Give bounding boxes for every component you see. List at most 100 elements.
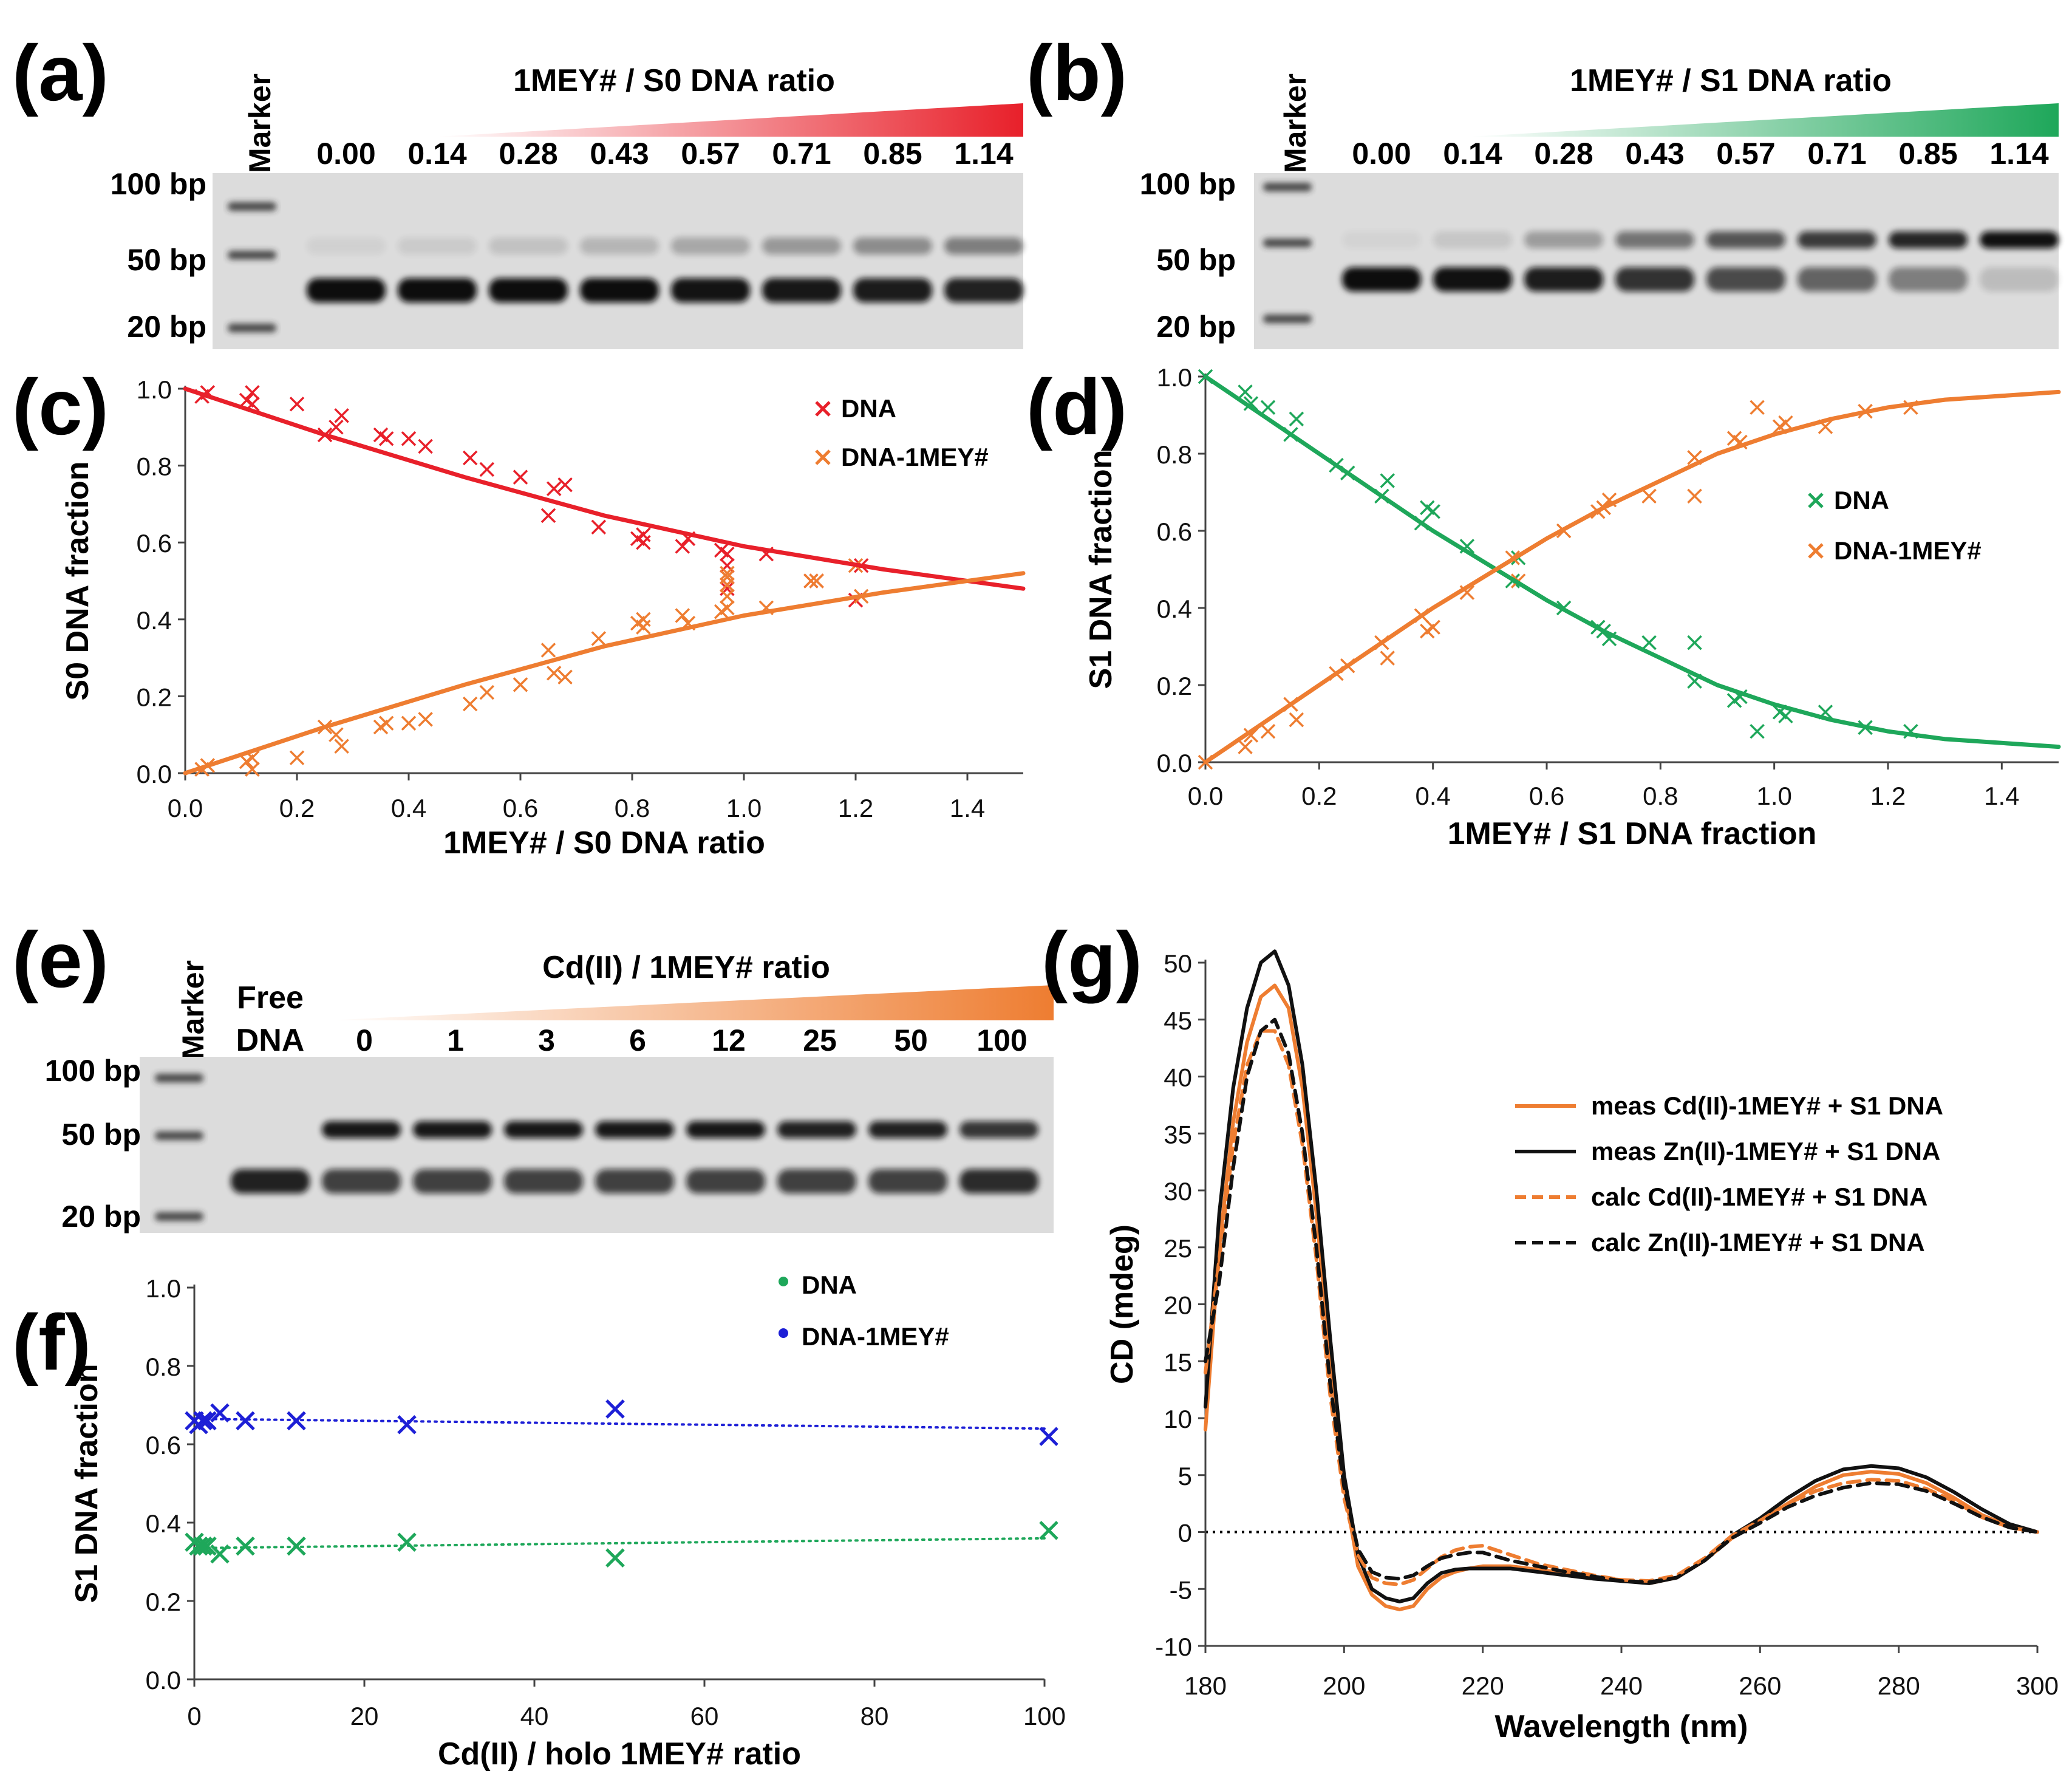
free-dna-band xyxy=(1798,267,1876,292)
x-tick-label: 0.0 xyxy=(168,794,203,822)
panel-d-chart: (d) 0.0 0.2 0.4 0.6 0.8 1.0 0.0 0.2 0.4 0.6 0.8 1.0 1… xyxy=(1026,363,2061,852)
lane-label: 0.85 xyxy=(863,137,922,171)
data-point-dna xyxy=(636,534,651,550)
panel-a-size-labels: 100 bp 50 bp 20 bp xyxy=(111,167,206,344)
legend-label: DNA xyxy=(1834,486,1889,514)
legend-marker xyxy=(779,1277,788,1286)
lane-label: 6 xyxy=(629,1023,646,1057)
series-line-dna-1mey-fit xyxy=(183,571,1026,776)
free-dna-band xyxy=(762,278,841,302)
x-axis-label: Cd(II) / holo 1MEY# ratio xyxy=(438,1736,801,1772)
size-label: 50 bp xyxy=(1156,243,1236,277)
panel-b-letter: (b) xyxy=(1026,29,1127,117)
panel-e-gradient-wedge xyxy=(328,985,1054,1020)
free-dna-band xyxy=(686,1169,765,1193)
data-point-dna-1mey- xyxy=(636,612,651,627)
y-axis-label: S1 DNA fraction xyxy=(1083,450,1119,689)
marker-band xyxy=(228,202,276,211)
lane-label: 50 xyxy=(894,1023,928,1057)
data-point-dna-1mey- xyxy=(245,762,260,777)
data-point-dna-1mey- xyxy=(197,1411,217,1431)
lane-label: 0.57 xyxy=(1716,137,1775,171)
x-tick-label: 40 xyxy=(520,1702,549,1730)
marker-band xyxy=(155,1131,203,1140)
data-point-dna-1mey- xyxy=(803,573,819,589)
series-line-dna-trend xyxy=(193,1537,1046,1549)
marker-band xyxy=(1263,239,1312,247)
y-tick-label: 0.6 xyxy=(137,529,172,558)
data-point-dna-1mey- xyxy=(334,739,349,754)
complex-band xyxy=(777,1121,856,1138)
y-tick-label: 0.4 xyxy=(1157,595,1192,623)
data-point-dna-1mey- xyxy=(1750,400,1765,415)
data-point-dna xyxy=(236,1536,255,1556)
x-tick-label: 0.4 xyxy=(391,794,426,822)
data-point-dna-1mey- xyxy=(1238,739,1253,754)
legend-label: DNA-1MEY# xyxy=(841,443,989,471)
data-point-dna xyxy=(513,469,528,485)
panel-e-size-labels: 100 bp 50 bp 20 bp xyxy=(45,1054,141,1234)
y-tick-label: 1.0 xyxy=(1157,363,1192,392)
free-dna-band xyxy=(307,278,386,302)
data-point-dna-1mey- xyxy=(479,684,495,700)
y-tick-label: 15 xyxy=(1164,1348,1192,1376)
data-point-dna xyxy=(1260,400,1276,415)
panel_e-gel-background xyxy=(140,1057,1054,1233)
lane-label: 0.43 xyxy=(590,137,649,171)
free-dna-band xyxy=(595,1169,674,1193)
panel-g-legend: meas Cd(II)-1MEY# + S1 DNA meas Zn(II)-1M… xyxy=(1515,1091,1943,1257)
series-line-dna-fit xyxy=(183,386,1026,591)
x-tick-label: 240 xyxy=(1600,1671,1643,1700)
legend-label: DNA-1MEY# xyxy=(1834,536,1982,565)
data-point-dna xyxy=(289,397,305,412)
data-point-dna-1mey- xyxy=(809,573,824,589)
size-label: 20 bp xyxy=(1156,310,1236,344)
data-point-dna xyxy=(557,477,573,493)
data-point-dna xyxy=(1778,708,1793,724)
data-point-dna-1mey- xyxy=(636,619,651,635)
lane-label: 0.43 xyxy=(1625,137,1684,171)
complex-band xyxy=(1980,231,2059,248)
x-tick-label: 260 xyxy=(1739,1671,1781,1700)
free-dna-band xyxy=(322,1169,401,1193)
panel-e-free-dna-label-2: DNA xyxy=(236,1023,305,1058)
legend-label: DNA-1MEY# xyxy=(802,1322,949,1351)
data-point-dna xyxy=(720,558,735,573)
marker-band xyxy=(228,324,276,332)
complex-band xyxy=(322,1121,401,1138)
x-tick-label: 20 xyxy=(350,1702,379,1730)
legend-label: DNA xyxy=(802,1271,857,1299)
panel-f-legend: DNA DNA-1MEY# xyxy=(779,1271,949,1351)
panel-a-gel-image xyxy=(213,173,1023,349)
panel-a-gradient-wedge xyxy=(437,103,1023,137)
legend-marker xyxy=(815,401,831,417)
x-axis-label: 1MEY# / S0 DNA ratio xyxy=(443,825,765,861)
data-point-dna-1mey- xyxy=(591,631,607,646)
lane-label: 12 xyxy=(712,1023,746,1057)
y-tick-label: 0 xyxy=(1178,1519,1192,1548)
panel-c-legend: DNA DNA-1MEY# xyxy=(815,394,989,471)
marker-band xyxy=(1263,315,1312,323)
panel-b-gradient-wedge xyxy=(1470,103,2059,137)
data-point-dna-1mey- xyxy=(1289,712,1304,728)
complex-band xyxy=(1889,231,1968,248)
complex-band xyxy=(686,1121,765,1138)
data-point-dna-1mey- xyxy=(1260,723,1276,739)
y-tick-label: 5 xyxy=(1178,1462,1192,1490)
x-tick-label: 220 xyxy=(1462,1671,1504,1700)
panel-f-letter: (f) xyxy=(12,1298,91,1387)
free-dna-band xyxy=(944,278,1023,302)
complex-band xyxy=(1706,231,1785,248)
marker-band xyxy=(1263,183,1312,191)
data-point-dna xyxy=(675,539,690,554)
size-label: 100 bp xyxy=(45,1054,141,1088)
y-tick-label: 0.2 xyxy=(137,683,172,711)
data-point-dna-1mey- xyxy=(720,565,735,581)
data-point-dna xyxy=(605,1548,625,1568)
panel-e-lane-labels: 0 1 3 6 12 25 50 100 xyxy=(356,1023,1027,1057)
data-point-dna xyxy=(1380,473,1395,488)
panel-b-title: 1MEY# / S1 DNA ratio xyxy=(1570,63,1892,98)
lane-label: 0.71 xyxy=(1807,137,1866,171)
y-tick-label: 0.6 xyxy=(1157,517,1192,546)
